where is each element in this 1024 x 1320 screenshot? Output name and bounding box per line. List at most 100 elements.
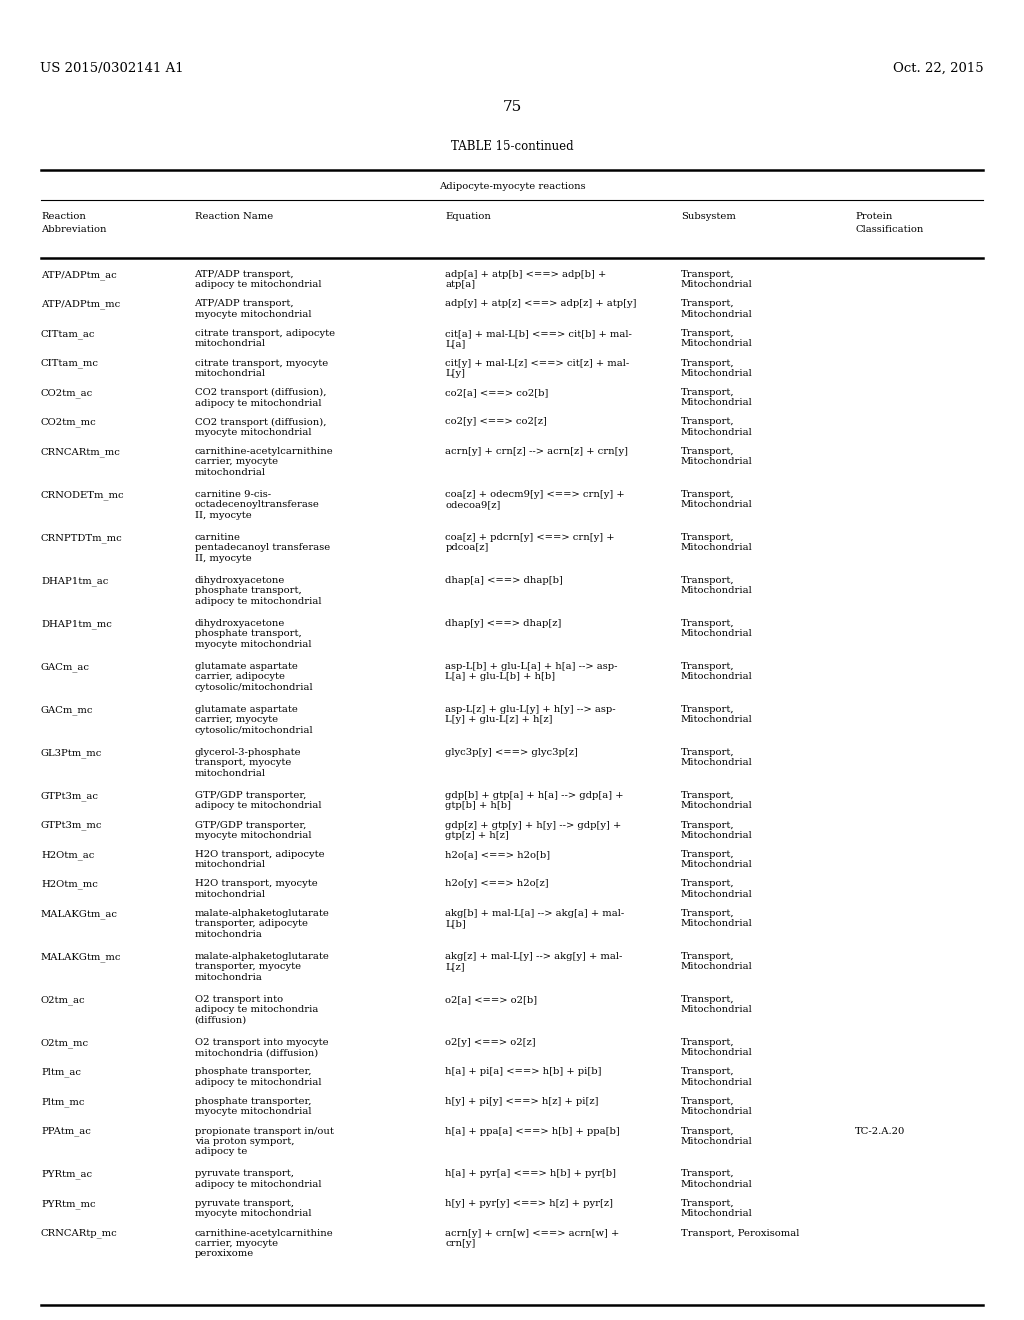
Text: Subsystem: Subsystem <box>681 213 736 220</box>
Text: Transport,
Mitochondrial: Transport, Mitochondrial <box>681 1199 753 1218</box>
Text: Transport,
Mitochondrial: Transport, Mitochondrial <box>681 619 753 639</box>
Text: carnithine-acetylcarnithine
carrier, myocyte
peroxixome: carnithine-acetylcarnithine carrier, myo… <box>195 1229 333 1258</box>
Text: H2Otm_ac: H2Otm_ac <box>41 850 94 859</box>
Text: Transport,
Mitochondrial: Transport, Mitochondrial <box>681 821 753 840</box>
Text: citrate transport, adipocyte
mitochondrial: citrate transport, adipocyte mitochondri… <box>195 329 335 348</box>
Text: Transport,
Mitochondrial: Transport, Mitochondrial <box>681 952 753 972</box>
Text: glycerol-3-phosphate
transport, myocyte
mitochondrial: glycerol-3-phosphate transport, myocyte … <box>195 748 301 777</box>
Text: h[y] + pyr[y] <==> h[z] + pyr[z]: h[y] + pyr[y] <==> h[z] + pyr[z] <box>445 1199 613 1208</box>
Text: TC-2.A.20: TC-2.A.20 <box>855 1126 905 1135</box>
Text: Transport,
Mitochondrial: Transport, Mitochondrial <box>681 850 753 870</box>
Text: CRNCARtp_mc: CRNCARtp_mc <box>41 1229 118 1238</box>
Text: carnitine 9-cis-
octadecenoyltransferase
II, myocyte: carnitine 9-cis- octadecenoyltransferase… <box>195 490 319 520</box>
Text: h2o[a] <==> h2o[b]: h2o[a] <==> h2o[b] <box>445 850 551 859</box>
Text: gdp[b] + gtp[a] + h[a] --> gdp[a] +
gtp[b] + h[b]: gdp[b] + gtp[a] + h[a] --> gdp[a] + gtp[… <box>445 791 624 810</box>
Text: CRNPTDTm_mc: CRNPTDTm_mc <box>41 533 123 543</box>
Text: malate-alphaketoglutarate
transporter, myocyte
mitochondria: malate-alphaketoglutarate transporter, m… <box>195 952 330 982</box>
Text: O2 transport into myocyte
mitochondria (diffusion): O2 transport into myocyte mitochondria (… <box>195 1038 328 1057</box>
Text: Transport,
Mitochondrial: Transport, Mitochondrial <box>681 663 753 681</box>
Text: glutamate aspartate
carrier, myocyte
cytosolic/mitochondrial: glutamate aspartate carrier, myocyte cyt… <box>195 705 313 735</box>
Text: h[y] + pi[y] <==> h[z] + pi[z]: h[y] + pi[y] <==> h[z] + pi[z] <box>445 1097 599 1106</box>
Text: adp[a] + atp[b] <==> adp[b] +
atp[a]: adp[a] + atp[b] <==> adp[b] + atp[a] <box>445 271 606 289</box>
Text: PPAtm_ac: PPAtm_ac <box>41 1126 91 1137</box>
Text: Transport,
Mitochondrial: Transport, Mitochondrial <box>681 576 753 595</box>
Text: H2O transport, myocyte
mitochondrial: H2O transport, myocyte mitochondrial <box>195 879 317 899</box>
Text: CO2 transport (diffusion),
myocyte mitochondrial: CO2 transport (diffusion), myocyte mitoc… <box>195 417 326 437</box>
Text: cit[y] + mal-L[z] <==> cit[z] + mal-
L[y]: cit[y] + mal-L[z] <==> cit[z] + mal- L[y… <box>445 359 630 378</box>
Text: O2 transport into
adipocy te mitochondria
(diffusion): O2 transport into adipocy te mitochondri… <box>195 995 317 1024</box>
Text: MALAKGtm_mc: MALAKGtm_mc <box>41 952 122 962</box>
Text: co2[y] <==> co2[z]: co2[y] <==> co2[z] <box>445 417 547 426</box>
Text: 75: 75 <box>503 100 521 114</box>
Text: O2tm_mc: O2tm_mc <box>41 1038 89 1048</box>
Text: GL3Ptm_mc: GL3Ptm_mc <box>41 748 102 758</box>
Text: Transport,
Mitochondrial: Transport, Mitochondrial <box>681 909 753 928</box>
Text: DHAP1tm_ac: DHAP1tm_ac <box>41 576 109 586</box>
Text: CRNODETm_mc: CRNODETm_mc <box>41 490 125 500</box>
Text: Transport,
Mitochondrial: Transport, Mitochondrial <box>681 447 753 466</box>
Text: Classification: Classification <box>855 224 924 234</box>
Text: glutamate aspartate
carrier, adipocyte
cytosolic/mitochondrial: glutamate aspartate carrier, adipocyte c… <box>195 663 313 692</box>
Text: Transport,
Mitochondrial: Transport, Mitochondrial <box>681 879 753 899</box>
Text: Transport,
Mitochondrial: Transport, Mitochondrial <box>681 533 753 552</box>
Text: CO2tm_ac: CO2tm_ac <box>41 388 93 397</box>
Text: Transport,
Mitochondrial: Transport, Mitochondrial <box>681 388 753 408</box>
Text: Transport,
Mitochondrial: Transport, Mitochondrial <box>681 995 753 1014</box>
Text: propionate transport in/out
via proton symport,
adipocy te: propionate transport in/out via proton s… <box>195 1126 334 1156</box>
Text: pyruvate transport,
myocyte mitochondrial: pyruvate transport, myocyte mitochondria… <box>195 1199 311 1218</box>
Text: coa[z] + pdcrn[y] <==> crn[y] +
pdcoa[z]: coa[z] + pdcrn[y] <==> crn[y] + pdcoa[z] <box>445 533 615 552</box>
Text: Pltm_mc: Pltm_mc <box>41 1097 84 1106</box>
Text: Abbreviation: Abbreviation <box>41 224 106 234</box>
Text: h[a] + pi[a] <==> h[b] + pi[b]: h[a] + pi[a] <==> h[b] + pi[b] <box>445 1068 602 1077</box>
Text: Transport, Peroxisomal: Transport, Peroxisomal <box>681 1229 800 1238</box>
Text: Transport,
Mitochondrial: Transport, Mitochondrial <box>681 417 753 437</box>
Text: phosphate transporter,
adipocy te mitochondrial: phosphate transporter, adipocy te mitoch… <box>195 1068 322 1086</box>
Text: DHAP1tm_mc: DHAP1tm_mc <box>41 619 112 628</box>
Text: Transport,
Mitochondrial: Transport, Mitochondrial <box>681 791 753 810</box>
Text: asp-L[z] + glu-L[y] + h[y] --> asp-
L[y] + glu-L[z] + h[z]: asp-L[z] + glu-L[y] + h[y] --> asp- L[y]… <box>445 705 616 725</box>
Text: malate-alphaketoglutarate
transporter, adipocyte
mitochondria: malate-alphaketoglutarate transporter, a… <box>195 909 330 939</box>
Text: phosphate transporter,
myocyte mitochondrial: phosphate transporter, myocyte mitochond… <box>195 1097 311 1117</box>
Text: Oct. 22, 2015: Oct. 22, 2015 <box>893 62 984 75</box>
Text: ATP/ADP transport,
adipocy te mitochondrial: ATP/ADP transport, adipocy te mitochondr… <box>195 271 322 289</box>
Text: Transport,
Mitochondrial: Transport, Mitochondrial <box>681 359 753 378</box>
Text: Transport,
Mitochondrial: Transport, Mitochondrial <box>681 1126 753 1146</box>
Text: CITtam_ac: CITtam_ac <box>41 329 95 339</box>
Text: TABLE 15-continued: TABLE 15-continued <box>451 140 573 153</box>
Text: akg[z] + mal-L[y] --> akg[y] + mal-
L[z]: akg[z] + mal-L[y] --> akg[y] + mal- L[z] <box>445 952 623 972</box>
Text: CO2tm_mc: CO2tm_mc <box>41 417 96 428</box>
Text: dihydroxyacetone
phosphate transport,
adipocy te mitochondrial: dihydroxyacetone phosphate transport, ad… <box>195 576 322 606</box>
Text: GTP/GDP transporter,
myocyte mitochondrial: GTP/GDP transporter, myocyte mitochondri… <box>195 821 311 840</box>
Text: citrate transport, myocyte
mitochondrial: citrate transport, myocyte mitochondrial <box>195 359 328 378</box>
Text: o2[a] <==> o2[b]: o2[a] <==> o2[b] <box>445 995 538 1005</box>
Text: coa[z] + odecm9[y] <==> crn[y] +
odecoa9[z]: coa[z] + odecm9[y] <==> crn[y] + odecoa9… <box>445 490 625 510</box>
Text: CITtam_mc: CITtam_mc <box>41 359 99 368</box>
Text: O2tm_ac: O2tm_ac <box>41 995 86 1005</box>
Text: carnithine-acetylcarnithine
carrier, myocyte
mitochondrial: carnithine-acetylcarnithine carrier, myo… <box>195 447 333 477</box>
Text: Equation: Equation <box>445 213 492 220</box>
Text: ATP/ADPtm_mc: ATP/ADPtm_mc <box>41 300 120 309</box>
Text: H2O transport, adipocyte
mitochondrial: H2O transport, adipocyte mitochondrial <box>195 850 325 870</box>
Text: acrn[y] + crn[z] --> acrn[z] + crn[y]: acrn[y] + crn[z] --> acrn[z] + crn[y] <box>445 447 629 455</box>
Text: Transport,
Mitochondrial: Transport, Mitochondrial <box>681 1097 753 1117</box>
Text: Transport,
Mitochondrial: Transport, Mitochondrial <box>681 490 753 510</box>
Text: carnitine
pentadecanoyl transferase
II, myocyte: carnitine pentadecanoyl transferase II, … <box>195 533 330 562</box>
Text: dhap[a] <==> dhap[b]: dhap[a] <==> dhap[b] <box>445 576 563 585</box>
Text: h[a] + ppa[a] <==> h[b] + ppa[b]: h[a] + ppa[a] <==> h[b] + ppa[b] <box>445 1126 621 1135</box>
Text: MALAKGtm_ac: MALAKGtm_ac <box>41 909 118 919</box>
Text: H2Otm_mc: H2Otm_mc <box>41 879 98 890</box>
Text: pyruvate transport,
adipocy te mitochondrial: pyruvate transport, adipocy te mitochond… <box>195 1170 322 1189</box>
Text: PYRtm_ac: PYRtm_ac <box>41 1170 92 1179</box>
Text: Transport,
Mitochondrial: Transport, Mitochondrial <box>681 1170 753 1189</box>
Text: acrn[y] + crn[w] <==> acrn[w] +
crn[y]: acrn[y] + crn[w] <==> acrn[w] + crn[y] <box>445 1229 620 1247</box>
Text: h2o[y] <==> h2o[z]: h2o[y] <==> h2o[z] <box>445 879 549 888</box>
Text: dihydroxyacetone
phosphate transport,
myocyte mitochondrial: dihydroxyacetone phosphate transport, my… <box>195 619 311 649</box>
Text: GTPt3m_ac: GTPt3m_ac <box>41 791 99 801</box>
Text: Transport,
Mitochondrial: Transport, Mitochondrial <box>681 748 753 767</box>
Text: h[a] + pyr[a] <==> h[b] + pyr[b]: h[a] + pyr[a] <==> h[b] + pyr[b] <box>445 1170 616 1179</box>
Text: Transport,
Mitochondrial: Transport, Mitochondrial <box>681 300 753 319</box>
Text: glyc3p[y] <==> glyc3p[z]: glyc3p[y] <==> glyc3p[z] <box>445 748 579 756</box>
Text: dhap[y] <==> dhap[z]: dhap[y] <==> dhap[z] <box>445 619 562 628</box>
Text: ATP/ADPtm_ac: ATP/ADPtm_ac <box>41 271 117 280</box>
Text: CRNCARtm_mc: CRNCARtm_mc <box>41 447 121 457</box>
